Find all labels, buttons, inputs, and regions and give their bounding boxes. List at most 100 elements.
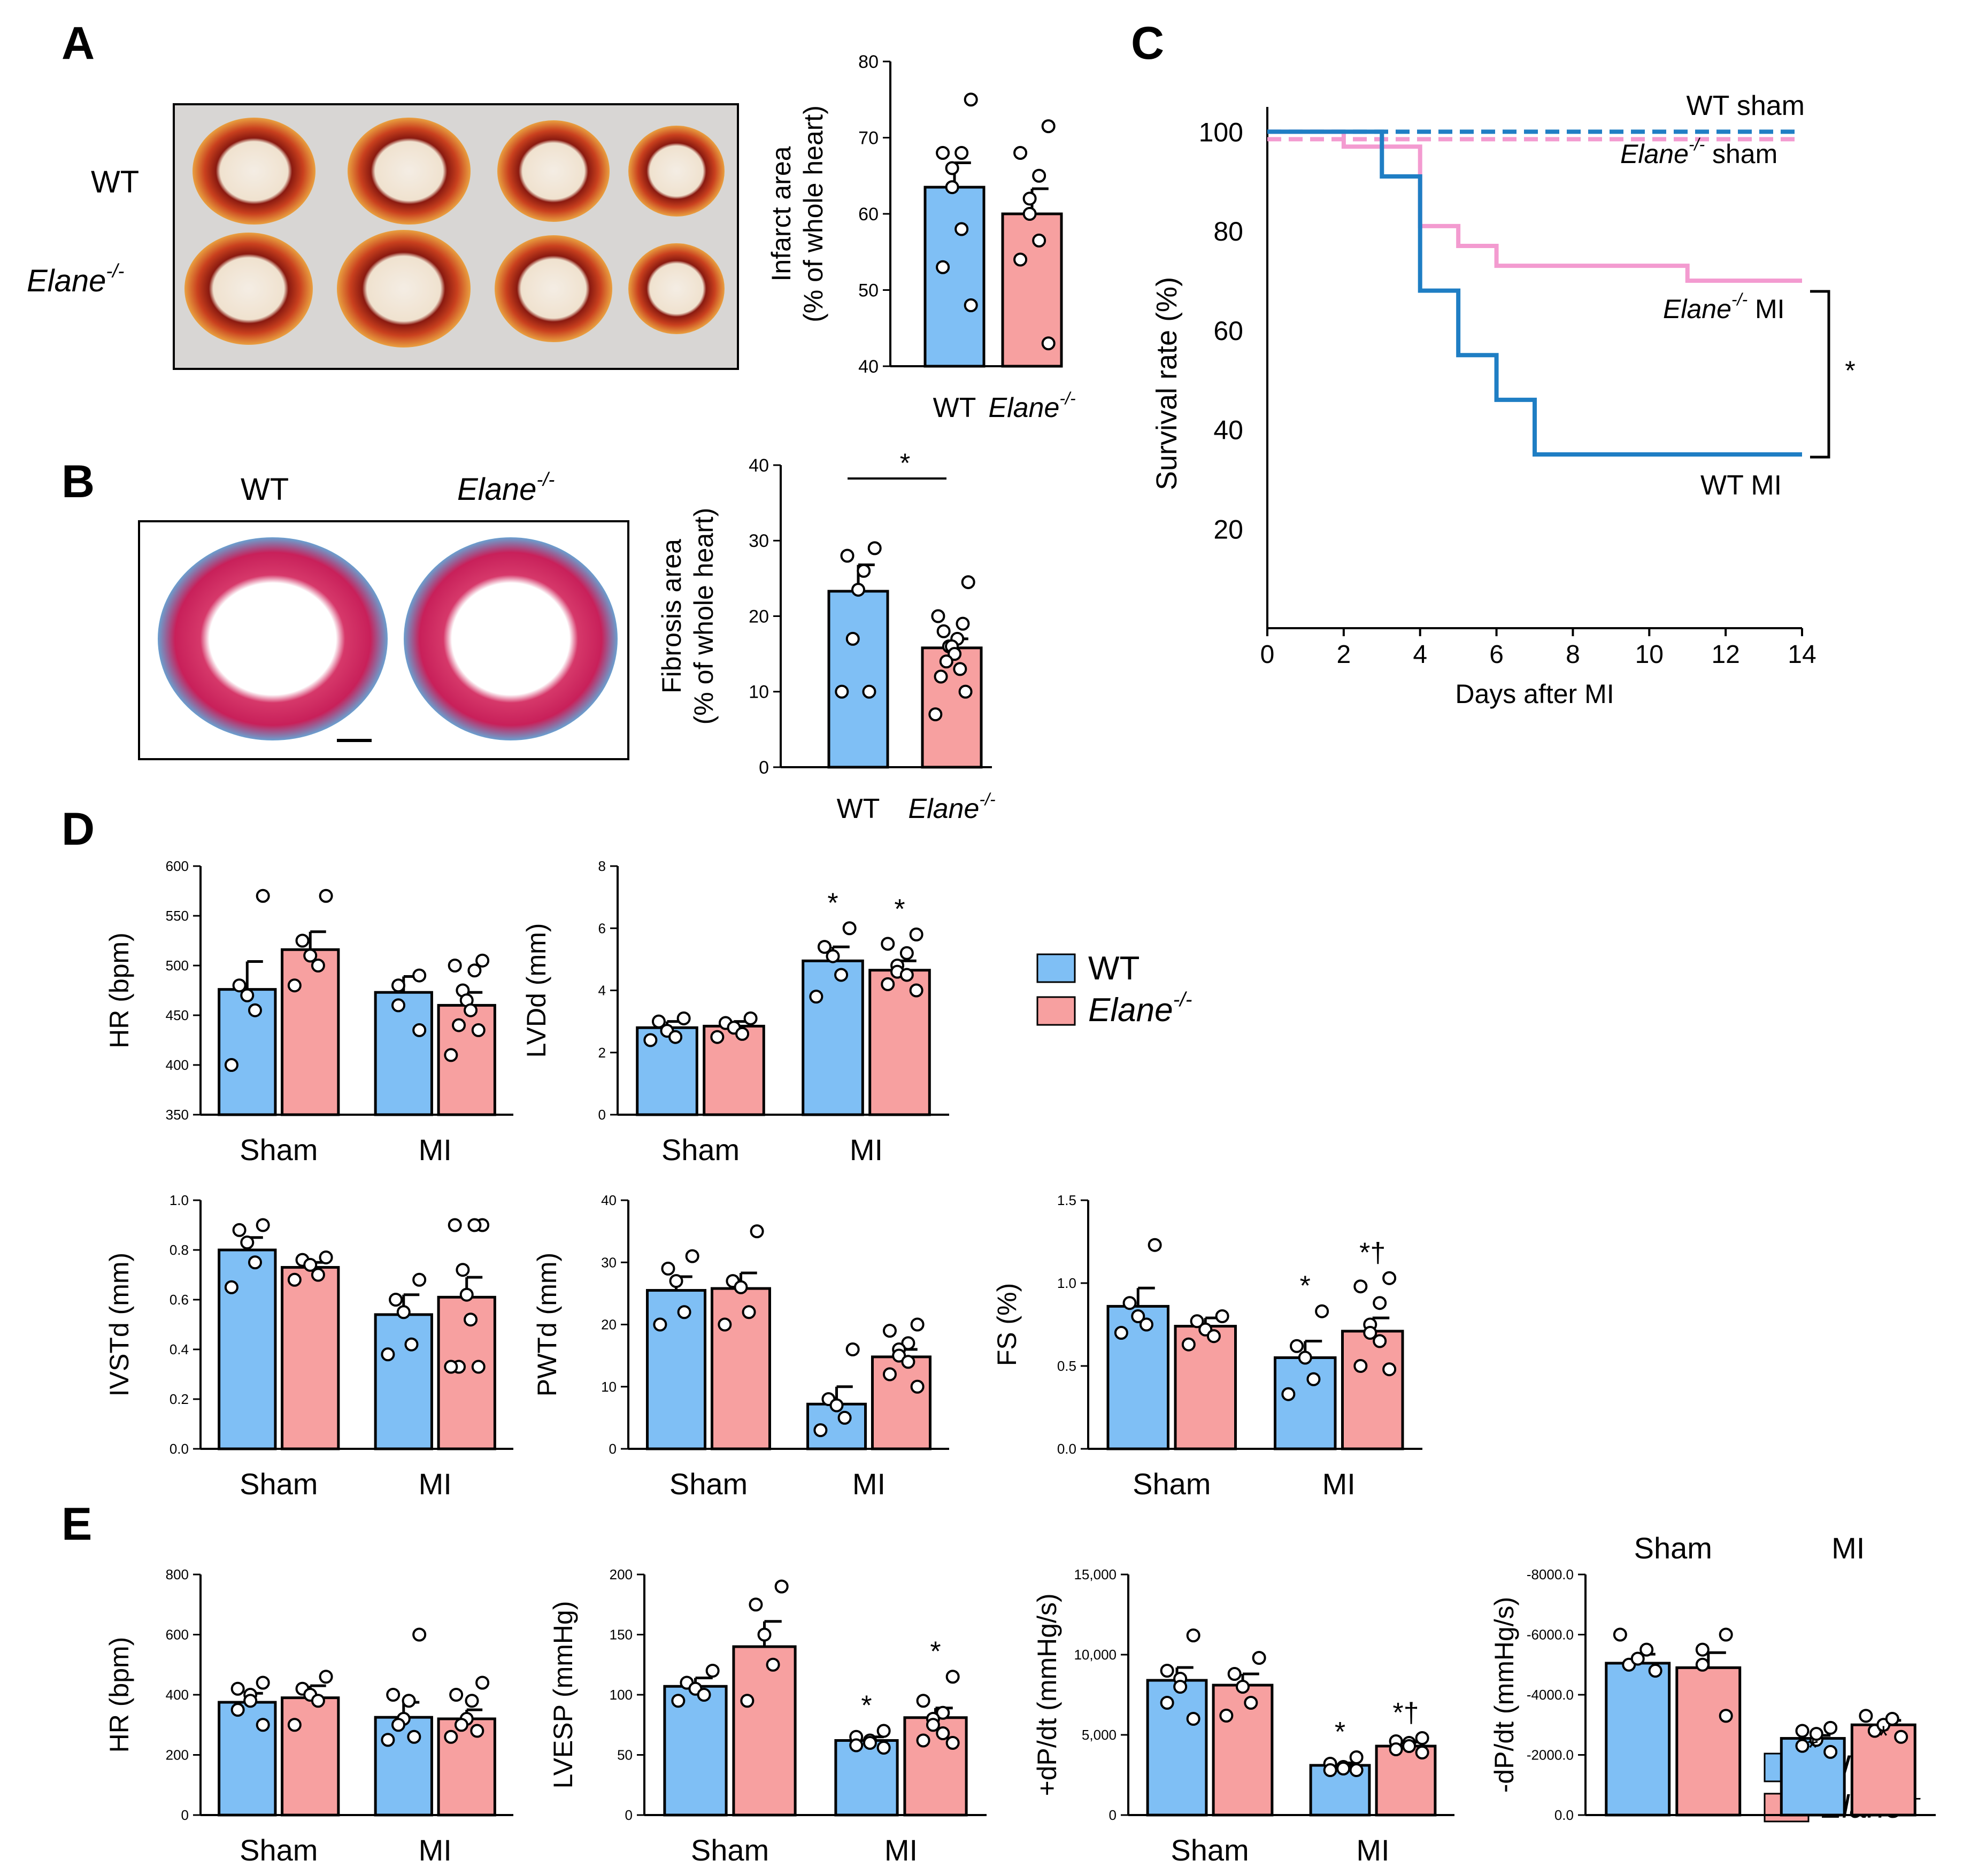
data-point: [1022, 191, 1037, 206]
group-label: Sham: [1634, 1531, 1712, 1565]
bar: [218, 988, 277, 1116]
y-tick-label: 70: [858, 128, 879, 148]
group-label: Sham: [669, 1467, 748, 1501]
y-tick-label: 0: [181, 1807, 189, 1823]
chart-E3: 0 5,000 10,000 15,000 +dP/dt (mmHg/s) Sham MI *…: [1032, 1566, 1454, 1867]
data-point: [862, 684, 876, 699]
data-point: [881, 977, 895, 991]
significance-marker: *: [1845, 356, 1855, 385]
group-label: Sham: [240, 1833, 318, 1867]
data-point: [303, 948, 318, 963]
data-point: [456, 1263, 470, 1277]
y-tick-label: 500: [166, 958, 189, 974]
data-point: [311, 959, 325, 972]
data-point: [842, 921, 857, 936]
data-point: [916, 1694, 930, 1708]
data-point: [386, 1688, 401, 1702]
data-point: [750, 1224, 764, 1239]
data-point: [224, 1058, 238, 1072]
data-point: [857, 563, 871, 578]
y-tick-label: 50: [617, 1747, 633, 1763]
data-point: [1244, 1696, 1258, 1710]
data-point: [901, 1336, 915, 1350]
data-point: [464, 1003, 478, 1017]
data-point: [449, 1688, 464, 1702]
bar: [903, 1716, 968, 1817]
data-point: [471, 1023, 486, 1037]
micrograph-row-label-wt: WT: [91, 165, 139, 199]
data-point: [230, 1681, 245, 1696]
data-point: [407, 1730, 421, 1744]
data-point: [1336, 1762, 1351, 1775]
data-point: [412, 1627, 427, 1642]
data-point: [718, 1317, 732, 1332]
bar: [1341, 1330, 1404, 1450]
data-point: [651, 1014, 666, 1029]
group-label: MI: [419, 1467, 452, 1501]
data-point: [1349, 1763, 1364, 1777]
data-point: [1290, 1339, 1304, 1353]
y-tick-label: 40: [858, 357, 879, 377]
data-point: [829, 1398, 844, 1412]
y-tick-label: 5,000: [1082, 1727, 1117, 1743]
y-tick-label: 4: [598, 983, 606, 999]
ttc-section: [337, 230, 471, 348]
y-axis-label: FS (%): [992, 1283, 1022, 1367]
superscript: -/-: [979, 790, 995, 809]
y-tick-label: 0.4: [170, 1341, 189, 1357]
y-tick-label: 400: [166, 1687, 189, 1703]
micrograph-col-label-wt: WT: [241, 472, 289, 507]
significance-marker: *: [827, 887, 838, 918]
series-label-ko-sham: Elane-/- sham: [1620, 135, 1777, 169]
data-point: [1363, 1326, 1377, 1340]
data-point: [256, 1676, 270, 1690]
data-point: [876, 1724, 891, 1738]
y-tick-label: 10: [601, 1379, 617, 1395]
y-tick-label: 40: [1213, 415, 1243, 445]
data-point: [899, 968, 914, 982]
data-point: [735, 1026, 750, 1041]
data-point: [1613, 1627, 1627, 1642]
category-label: Elane-/-: [988, 389, 1075, 423]
data-point: [232, 978, 247, 993]
legend-label-wt: WT: [1088, 950, 1140, 987]
data-point: [1227, 1667, 1242, 1681]
data-point: [1281, 1387, 1296, 1401]
significance-marker: *: [861, 1690, 872, 1721]
data-point: [734, 1280, 748, 1294]
y-tick-label: 30: [749, 531, 769, 551]
data-point: [757, 1627, 772, 1642]
y-tick-label: 100: [610, 1687, 633, 1703]
data-point: [475, 953, 490, 968]
data-point: [677, 1305, 691, 1319]
data-point: [835, 684, 849, 699]
x-tick-label: 6: [1489, 640, 1504, 669]
ttc-section: [497, 120, 610, 222]
data-point: [232, 1223, 247, 1237]
significance-marker: *†: [1359, 1238, 1385, 1269]
data-point: [740, 1694, 755, 1708]
suffix: sham: [1705, 139, 1777, 169]
data-point: [381, 1347, 395, 1362]
data-point: [1315, 1304, 1329, 1318]
y-axis-label: IVSTd (mm): [104, 1253, 134, 1396]
data-point: [901, 1355, 915, 1369]
y-tick-label: -2000.0: [1527, 1747, 1574, 1763]
y-tick-label: 0.2: [170, 1391, 189, 1407]
data-point: [845, 1342, 860, 1356]
data-point: [444, 1360, 458, 1374]
data-point: [470, 1724, 484, 1738]
x-tick-label: 14: [1788, 640, 1816, 669]
ttc-section: [495, 235, 612, 342]
data-point: [287, 978, 302, 993]
data-point: [311, 1694, 325, 1708]
data-point: [882, 1367, 897, 1381]
data-point: [452, 1018, 466, 1032]
data-point: [1373, 1296, 1387, 1310]
data-point: [1695, 1642, 1710, 1657]
data-point: [1382, 1362, 1397, 1377]
panel-label-a: A: [61, 18, 95, 69]
y-tick-label: 600: [166, 1627, 189, 1643]
legend-d: WT Elane-/-: [1036, 950, 1192, 1029]
data-point: [710, 1030, 725, 1044]
